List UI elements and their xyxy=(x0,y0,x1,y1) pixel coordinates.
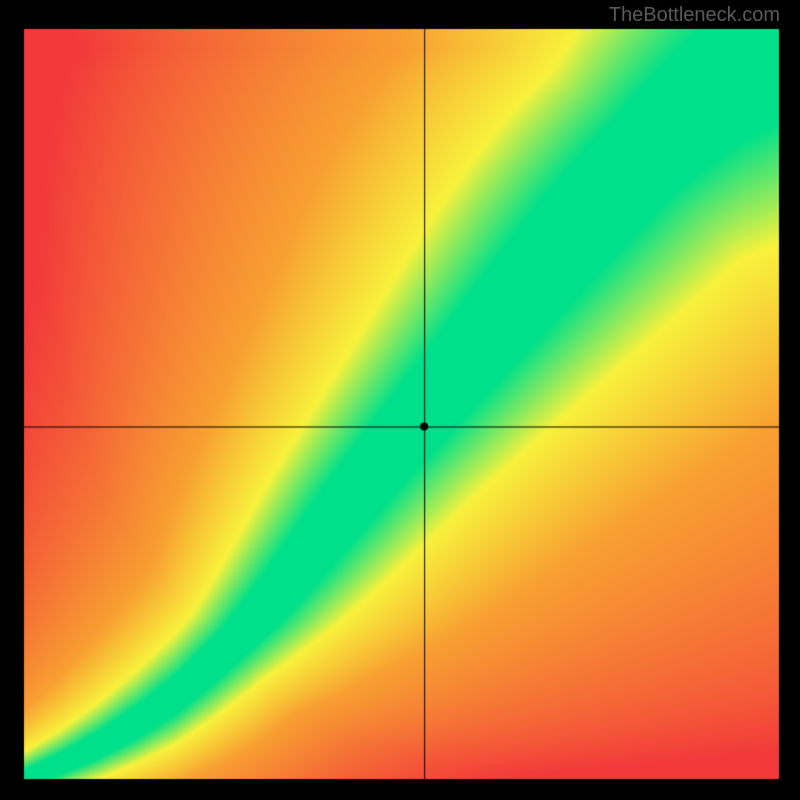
heatmap-canvas xyxy=(0,0,800,800)
watermark-text: TheBottleneck.com xyxy=(609,4,780,27)
chart-container: TheBottleneck.com xyxy=(0,0,800,800)
